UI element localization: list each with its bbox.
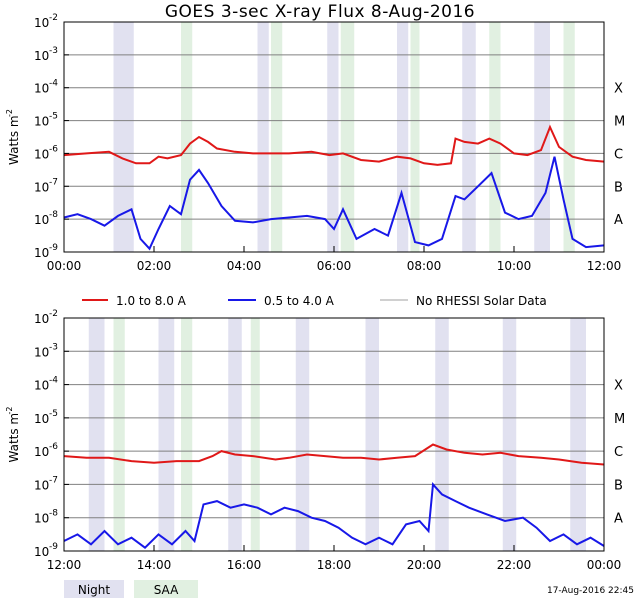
legend-saa-label: SAA [154, 583, 179, 597]
night-band [435, 318, 449, 551]
y-tick-label: 10 [34, 445, 49, 459]
flare-class-label: B [614, 180, 623, 195]
y-tick-label: 10 [34, 49, 49, 63]
night-band [295, 318, 310, 551]
y-tick-exponent: -7 [49, 177, 58, 187]
y-tick-label: 10 [34, 16, 49, 30]
x-tick-label: 12:00 [587, 259, 622, 273]
night-band [228, 318, 242, 551]
night-band [327, 22, 339, 252]
x-tick-label: 10:00 [497, 259, 532, 273]
saa-band [410, 22, 420, 252]
x-tick-label: 22:00 [497, 558, 532, 572]
y-axis-label: Watts m [7, 115, 21, 165]
flare-class-label: C [614, 445, 623, 460]
saa-band [340, 22, 355, 252]
night-band [502, 318, 517, 551]
series-short-05-4A [63, 156, 605, 251]
legend-night-label: Night [78, 583, 111, 597]
saa-band [563, 22, 575, 252]
y-tick-exponent: -4 [49, 376, 58, 386]
flare-class-label: M [614, 115, 625, 130]
y-tick-label: 10 [34, 545, 49, 559]
y-tick-exponent: -8 [49, 210, 58, 220]
saa-band [250, 318, 260, 551]
saa-band [181, 318, 193, 551]
y-tick-label: 10 [34, 246, 49, 260]
flare-class-label: X [614, 82, 623, 97]
flare-class-label: B [614, 478, 623, 493]
saa-band [489, 22, 501, 252]
y-tick-label: 10 [34, 478, 49, 492]
y-tick-label: 10 [34, 312, 49, 326]
y-tick-exponent: -4 [49, 79, 58, 89]
y-tick-exponent: -5 [49, 112, 58, 122]
legend-gray-label: No RHESSI Solar Data [416, 294, 547, 308]
y-tick-label: 10 [34, 512, 49, 526]
legend-saa-swatch [134, 580, 198, 598]
y-tick-exponent: -2 [49, 309, 58, 319]
x-tick-label: 00:00 [587, 558, 622, 572]
x-tick-label: 06:00 [317, 259, 352, 273]
y-tick-exponent: -6 [49, 144, 58, 154]
x-tick-label: 08:00 [407, 259, 442, 273]
y-tick-exponent: -3 [49, 46, 58, 56]
legend-night-swatch [64, 580, 124, 598]
y-tick-label: 10 [34, 345, 49, 359]
legend-red-label: 1.0 to 8.0 A [116, 294, 187, 308]
y-tick-label: 10 [34, 82, 49, 96]
generated-timestamp: 17-Aug-2016 22:45 [546, 586, 634, 596]
y-tick-label: 10 [34, 213, 49, 227]
night-band [257, 22, 269, 252]
saa-band [181, 22, 193, 252]
flare-class-label: X [614, 379, 623, 394]
y-tick-exponent: -7 [49, 475, 58, 485]
flare-class-label: M [614, 412, 625, 427]
y-tick-label: 10 [34, 115, 49, 129]
x-tick-label: 18:00 [317, 558, 352, 572]
saa-band [271, 22, 283, 252]
night-band [113, 22, 134, 252]
x-tick-label: 20:00 [407, 558, 442, 572]
flare-class-label: A [614, 512, 623, 527]
plot-frame [63, 317, 605, 552]
night-band [462, 22, 476, 252]
night-band [158, 318, 175, 551]
series-long-1-8A [63, 124, 605, 166]
y-axis-label: Watts m [7, 413, 21, 463]
y-axis-label-exponent: -2 [5, 407, 14, 415]
night-band [570, 318, 586, 551]
x-tick-label: 16:00 [227, 558, 262, 572]
y-tick-exponent: -2 [49, 13, 58, 23]
x-tick-label: 04:00 [227, 259, 262, 273]
saa-band [113, 318, 125, 551]
flare-class-label: A [614, 213, 623, 228]
x-tick-label: 00:00 [47, 259, 82, 273]
x-tick-label: 14:00 [137, 558, 172, 572]
y-tick-label: 10 [34, 412, 49, 426]
y-axis-label-exponent: -2 [5, 109, 14, 117]
y-tick-label: 10 [34, 379, 49, 393]
y-tick-exponent: -9 [49, 542, 58, 552]
y-tick-exponent: -6 [49, 442, 58, 452]
legend-blue-label: 0.5 to 4.0 A [264, 294, 335, 308]
night-band [365, 318, 379, 551]
y-tick-label: 10 [34, 147, 49, 161]
series-short-05-4A [63, 482, 605, 550]
x-tick-label: 12:00 [47, 558, 82, 572]
chart-title: GOES 3-sec X-ray Flux 8-Aug-2016 [164, 2, 476, 22]
y-tick-exponent: -8 [49, 509, 58, 519]
series-long-1-8A [63, 443, 605, 466]
y-tick-exponent: -5 [49, 409, 58, 419]
x-tick-label: 02:00 [137, 259, 172, 273]
night-band [397, 22, 409, 252]
y-tick-label: 10 [34, 180, 49, 194]
night-band [88, 318, 105, 551]
y-tick-exponent: -3 [49, 342, 58, 352]
flare-class-label: C [614, 147, 623, 162]
night-band [534, 22, 550, 252]
y-tick-exponent: -9 [49, 243, 58, 253]
